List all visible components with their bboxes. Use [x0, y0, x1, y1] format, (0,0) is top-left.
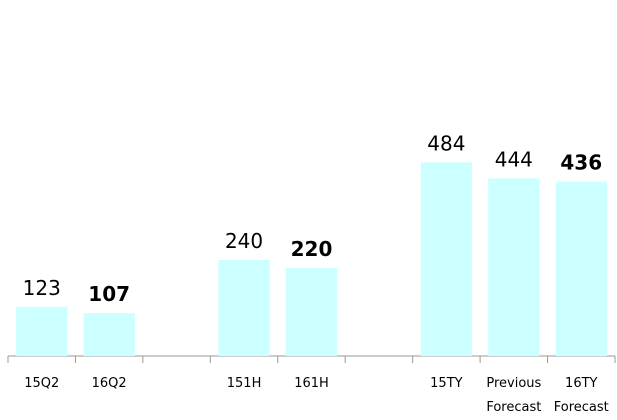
x-tick-label: 16TY Forecast	[553, 376, 609, 415]
x-tick-label: Previous Forecast	[486, 376, 542, 415]
x-tick-label: 161H	[294, 376, 329, 391]
value-label: 107	[88, 282, 130, 306]
value-label: 436	[560, 151, 602, 175]
bar	[555, 181, 607, 356]
x-tick-label: 151H	[226, 376, 262, 391]
bar	[285, 268, 338, 356]
value-label: 240	[225, 229, 263, 253]
value-label: 220	[291, 237, 333, 261]
value-label: 123	[23, 276, 61, 300]
x-tick-label: 15Q2	[24, 376, 60, 391]
bar	[16, 306, 68, 356]
x-tick-label: 15TY	[430, 376, 463, 391]
value-label: 444	[495, 147, 533, 171]
x-tick-label: 16Q2	[91, 376, 127, 391]
bar	[420, 162, 473, 356]
bar	[218, 260, 270, 356]
bar	[488, 178, 540, 356]
value-label: 484	[427, 131, 465, 155]
bar	[83, 313, 135, 356]
